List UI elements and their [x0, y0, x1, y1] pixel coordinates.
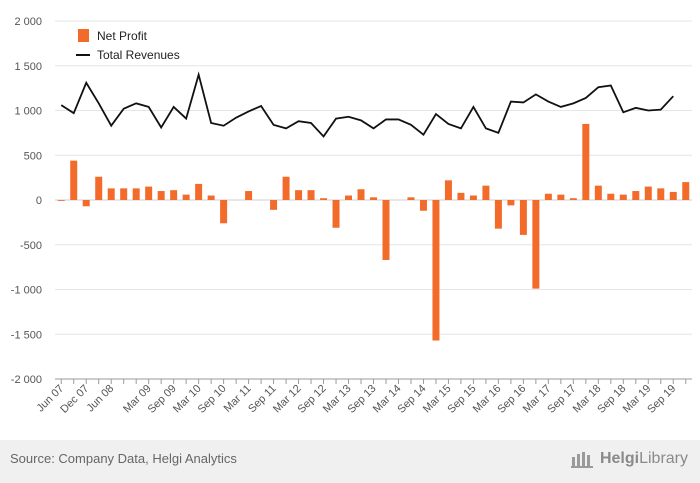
net-profit-bar — [482, 185, 490, 200]
net-profit-bar — [569, 198, 577, 200]
net-profit-bar — [457, 192, 465, 200]
net-profit-bar — [407, 197, 415, 200]
net-profit-bar — [682, 182, 690, 200]
net-profit-bar — [270, 200, 278, 210]
x-tick-label: Dec 07 — [58, 383, 91, 416]
total-revenues-line — [60, 71, 674, 138]
net-profit-bar — [444, 180, 452, 200]
legend-label-net-profit: Net Profit — [97, 29, 148, 43]
y-tick-label: 1 500 — [14, 61, 42, 73]
net-profit-bar — [157, 191, 165, 200]
net-profit-bar — [469, 195, 477, 200]
y-axis: 2 000 1 500 1 000 500 0 -500 -1 000 -1 500 -2 00… — [11, 16, 42, 386]
net-profit-bar — [357, 189, 365, 200]
net-profit-bar — [82, 200, 90, 207]
net-profit-bar — [382, 200, 390, 260]
net-profit-bar — [307, 190, 315, 200]
net-profit-bar — [170, 190, 178, 200]
net-profit-bar — [657, 188, 665, 200]
logo-word-helgi: Helgi — [599, 450, 640, 467]
x-tick-label: Jun 08 — [84, 383, 116, 415]
y-tick-label: 1 000 — [14, 106, 42, 118]
net-profit-bar — [594, 185, 602, 200]
net-profit-bar — [207, 195, 215, 200]
net-profit-bar — [120, 188, 128, 200]
x-tick-label: Sep 10 — [196, 383, 229, 416]
net-profit-bar — [182, 194, 190, 200]
net-profit-bar — [632, 191, 640, 200]
net-profit-bar — [132, 188, 140, 200]
net-profit-bar — [557, 194, 565, 200]
net-profit-bar — [607, 193, 615, 200]
net-profit-bar — [494, 200, 502, 229]
y-tick-label: 0 — [36, 195, 42, 207]
net-profit-bar — [419, 200, 427, 211]
net-profit-bar — [245, 191, 253, 200]
net-profit-bar — [320, 198, 328, 200]
net-profit-bar — [669, 191, 677, 200]
net-profit-bars — [57, 123, 690, 341]
legend-swatch-net-profit — [78, 29, 89, 42]
net-profit-bar — [57, 200, 65, 201]
net-profit-bar — [345, 195, 353, 200]
library-building-icon — [570, 452, 593, 468]
y-tick-label: 500 — [24, 150, 42, 162]
y-tick-label: -1 500 — [11, 329, 42, 341]
source-text: Source: Company Data, Helgi Analytics — [10, 451, 237, 466]
net-profit-bar — [332, 200, 340, 228]
net-profit-bar — [70, 160, 78, 200]
y-tick-label: -2 000 — [11, 374, 42, 386]
legend: Net Profit Total Revenues — [76, 29, 180, 62]
net-profit-bar — [507, 200, 515, 206]
net-profit-bar — [145, 186, 153, 200]
helgi-library-logo[interactable]: Helgi Library — [570, 449, 688, 469]
net-profit-bar — [432, 200, 440, 341]
y-tick-label: -500 — [20, 240, 42, 252]
net-profit-bar — [107, 188, 115, 200]
footer: Source: Company Data, Helgi Analytics He… — [0, 440, 700, 483]
net-profit-bar — [195, 183, 203, 200]
logo-word-library: Library — [639, 450, 688, 467]
net-profit-bar — [370, 197, 377, 200]
net-profit-bar — [95, 176, 103, 200]
net-profit-bar — [295, 190, 303, 200]
net-profit-bar — [544, 193, 552, 200]
net-profit-bar — [532, 200, 540, 289]
net-profit-bar — [619, 194, 627, 200]
net-profit-bar — [282, 176, 290, 200]
y-tick-label: -1 000 — [11, 285, 42, 297]
net-profit-bar — [220, 200, 228, 224]
x-tick-label: Sep 19 — [645, 383, 678, 416]
net-profit-bar — [519, 200, 527, 235]
legend-label-total-revenues: Total Revenues — [97, 48, 180, 62]
y-tick-label: 2 000 — [14, 16, 42, 28]
net-profit-bar — [644, 186, 652, 200]
chart: 2 000 1 500 1 000 500 0 -500 -1 000 -1 500 -2 00… — [11, 16, 692, 416]
net-profit-bar — [582, 123, 590, 200]
